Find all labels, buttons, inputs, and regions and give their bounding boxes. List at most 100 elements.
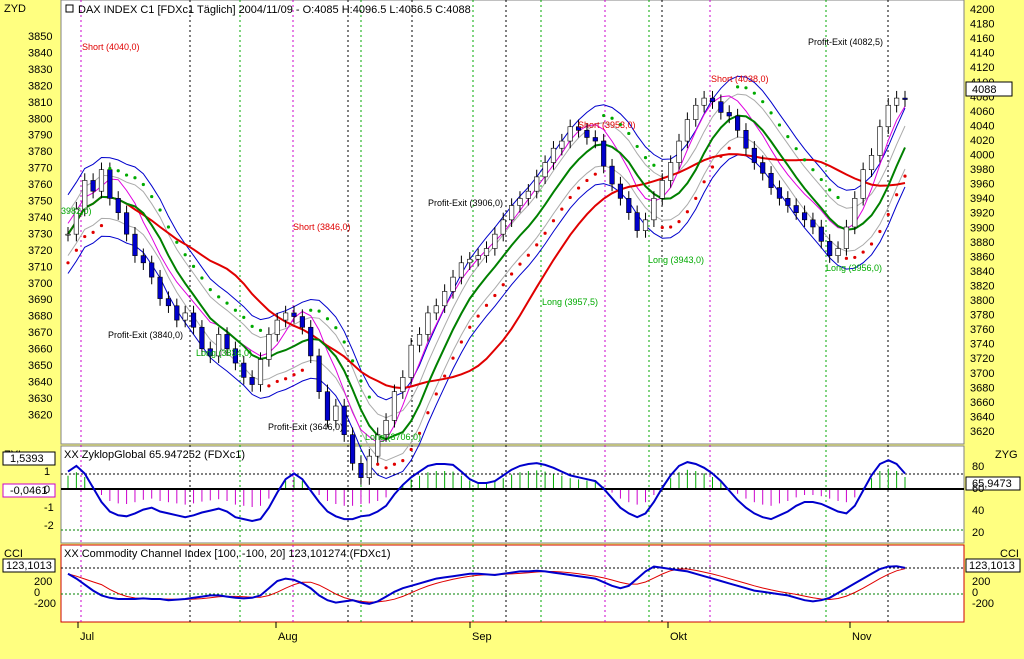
trail-dot <box>518 262 522 266</box>
candle-body <box>199 326 205 350</box>
trail-dot <box>878 229 882 234</box>
trail-dot <box>618 122 623 127</box>
trail-dot <box>794 147 798 151</box>
signal-label-short: Short (4040,0) <box>82 42 140 52</box>
trail-dot <box>744 86 748 90</box>
candle-body <box>726 112 732 117</box>
trail-dot <box>560 207 564 211</box>
price-panel[interactable] <box>60 0 965 445</box>
cci-left-tick: -200 <box>34 598 56 610</box>
header-checkbox[interactable] <box>65 4 74 13</box>
left-axis-title: ZYD <box>4 3 26 15</box>
right-price-axis: 4200418041604140412041004080406040404020… <box>970 4 994 438</box>
trail-dot <box>158 208 162 212</box>
left-price-tick: 3820 <box>28 80 52 92</box>
left-price-tick: 3650 <box>28 360 52 372</box>
candle-body <box>718 101 724 113</box>
trail-dot <box>183 253 187 257</box>
candle-body <box>860 169 866 199</box>
cci-title: XX Commodity Channel Index [100, -100, 2… <box>64 548 391 560</box>
trail-dot <box>66 261 70 265</box>
zyklop-left-tick: 0 <box>44 484 50 496</box>
trail-dot <box>576 186 581 190</box>
x-label: Aug <box>278 631 298 643</box>
candle-body <box>642 219 649 231</box>
candle-body <box>98 169 105 192</box>
candle-body <box>341 405 347 435</box>
cci-left-tag <box>2 558 56 573</box>
signal-label-exit: Profit-Exit (4082,5) <box>808 37 883 47</box>
trade-signals: Short (4040,0) 3982,0) Profit-Exit (3840,0… <box>61 37 883 442</box>
candle-body <box>509 205 515 221</box>
candle-body <box>299 316 305 328</box>
right-price-tick: 3660 <box>970 397 994 409</box>
trail-dot <box>736 85 740 89</box>
zyklop-right-tag-text: 65,9473 <box>972 478 1012 490</box>
zyklop-left-tick: -2 <box>44 520 54 532</box>
candle-body <box>492 233 498 249</box>
cci-line <box>67 565 906 605</box>
trail-dot <box>309 308 313 312</box>
cci-panel[interactable] <box>60 544 965 623</box>
candle-body <box>266 334 272 360</box>
vertical-marker-lines <box>80 0 889 622</box>
candle-body <box>818 226 824 242</box>
trail-dot <box>99 223 104 228</box>
right-price-tick: 4160 <box>970 33 994 45</box>
trail-dot <box>828 188 832 192</box>
candle-body <box>693 104 699 120</box>
candle-body <box>274 319 280 335</box>
candle-body <box>107 169 113 199</box>
trail-dot <box>325 317 330 321</box>
x-label: Okt <box>670 631 687 643</box>
trail-dot <box>367 395 371 399</box>
right-price-tick: 3680 <box>970 382 994 394</box>
left-price-tick: 3670 <box>28 327 52 339</box>
candle-body <box>760 162 766 174</box>
left-price-tick: 3620 <box>28 409 52 421</box>
x-label: Nov <box>852 631 872 643</box>
signal-label-long: 3982,0) <box>61 206 92 216</box>
signal-label-exit: Profit-Exit (3906,0) <box>428 198 503 208</box>
right-price-tick: 4140 <box>970 48 994 60</box>
candle-body <box>584 130 590 138</box>
candle-body <box>249 377 255 385</box>
candle-body <box>827 241 833 256</box>
left-price-tick: 3640 <box>28 376 52 388</box>
trail-dot <box>501 283 505 287</box>
candle-body <box>776 187 783 199</box>
trail-dot <box>811 168 815 172</box>
chart-header: DAX INDEX C1 [FDXc1 Täglich] 2004/11/09 … <box>78 4 471 16</box>
right-price-tick: 4000 <box>970 150 994 162</box>
trail-dot <box>116 169 120 173</box>
right-price-tick: 3900 <box>970 222 994 234</box>
right-price-tick: 3840 <box>970 266 994 278</box>
trail-dot <box>434 392 438 396</box>
signal-label-exit: Profit-Exit (3646,0) <box>268 422 343 432</box>
trail-dot <box>141 182 145 187</box>
left-price-tick: 3710 <box>28 261 52 273</box>
candle-body <box>483 248 490 256</box>
zyklop-right-tick: 80 <box>972 461 984 473</box>
trail-dot <box>83 234 87 239</box>
x-label: Sep <box>472 631 492 643</box>
zyklop-panel[interactable] <box>60 445 965 544</box>
left-price-tick: 3770 <box>28 163 52 175</box>
trail-dot <box>602 113 606 118</box>
trail-dot <box>108 166 112 171</box>
right-price-tick: 4020 <box>970 135 994 147</box>
trail-dot <box>669 225 673 229</box>
candle-body <box>324 391 331 421</box>
right-price-tick: 4060 <box>970 106 994 118</box>
candle-body <box>835 248 841 256</box>
trail-dot <box>543 231 547 235</box>
candle-body <box>659 180 665 199</box>
candle-body <box>634 212 640 231</box>
right-price-tick: 3700 <box>970 368 994 380</box>
signal-label-long: Long (3706,0) <box>365 432 421 442</box>
trail-dot <box>535 243 539 247</box>
last-price-tag <box>965 81 1013 97</box>
trail-dot <box>342 340 346 344</box>
candle-body <box>316 355 322 393</box>
